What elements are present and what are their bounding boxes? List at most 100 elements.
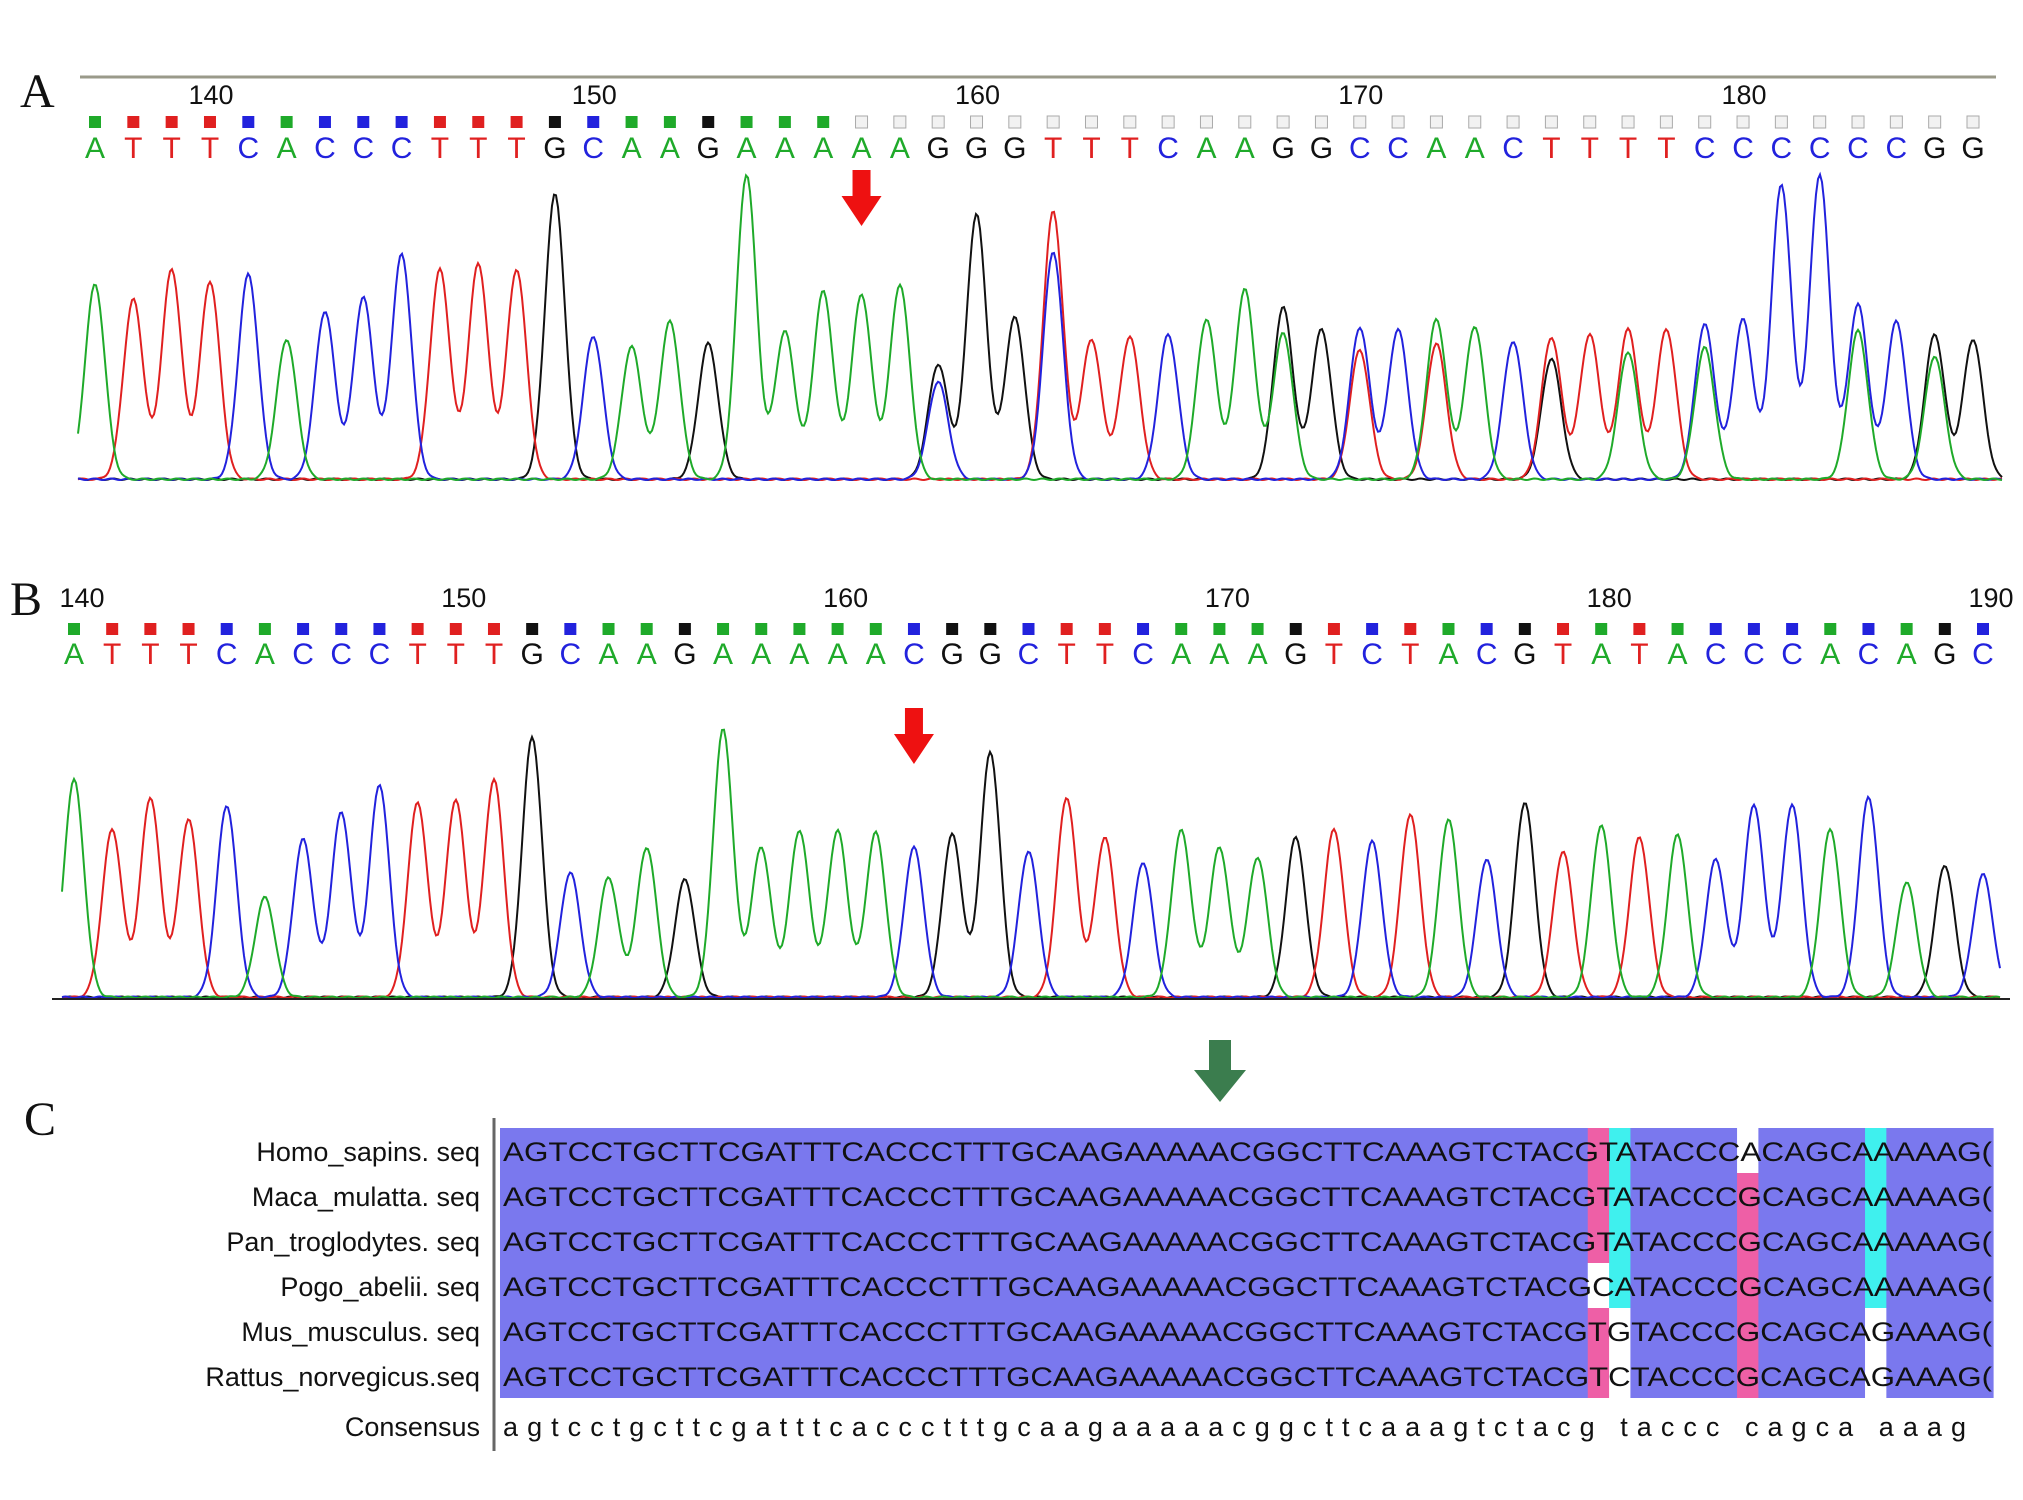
- quality-marker: [472, 116, 485, 128]
- trace-c: [61, 783, 2001, 1000]
- alignment-cell: [990, 1353, 1013, 1398]
- alignment-cell: [1566, 1308, 1589, 1353]
- alignment-cell: [521, 1218, 544, 1263]
- alignment-cell: [1395, 1308, 1418, 1353]
- alignment-cell: [1801, 1218, 1823, 1263]
- quality-marker: [817, 116, 830, 128]
- alignment-cell: [606, 1218, 629, 1263]
- alignment-cell: [1523, 1128, 1546, 1173]
- base-call: A: [277, 132, 297, 165]
- alignment-cell: [990, 1263, 1013, 1308]
- base-call: C: [369, 638, 391, 671]
- alignment-cell: [1630, 1218, 1653, 1263]
- alignment-cell: [1331, 1218, 1354, 1263]
- panel-label-a: A: [20, 65, 55, 118]
- alignment-cell: [1033, 1128, 1056, 1173]
- alignment-cell: [1033, 1263, 1056, 1308]
- aligned-sequence: AGTCCTGCTTCGATTTCACCCTTTGCAAGAAAAACGGCTT…: [503, 1182, 1992, 1212]
- quality-marker: [1633, 623, 1646, 635]
- alignment-cell: [883, 1128, 906, 1173]
- alignment-cell: [1225, 1353, 1248, 1398]
- alignment-cell: [1886, 1128, 1909, 1173]
- alignment-cell: [734, 1308, 757, 1353]
- alignment-cell: [1203, 1128, 1226, 1173]
- alignment-cell: [585, 1218, 608, 1263]
- alignment-cell: [1331, 1353, 1354, 1398]
- alignment-cell: [755, 1173, 778, 1218]
- alignment-cell: [1907, 1173, 1930, 1218]
- alignment-cell: [1971, 1218, 1994, 1263]
- alignment-cell: [926, 1218, 949, 1263]
- alignment-cell: [819, 1308, 842, 1353]
- panel-label-c: C: [24, 1093, 57, 1146]
- quality-marker: [1851, 115, 1865, 129]
- alignment-cell: [1929, 1218, 1951, 1263]
- species-name: Pan_troglodytes. seq: [226, 1227, 480, 1257]
- alignment-cell: [1331, 1263, 1354, 1308]
- alignment-cell: [1779, 1128, 1802, 1173]
- alignment-cell: [1822, 1308, 1845, 1353]
- alignment-cell: [905, 1218, 928, 1263]
- alignment-cell: [1545, 1173, 1568, 1218]
- quality-marker: [1098, 623, 1111, 635]
- base-call: A: [713, 638, 733, 671]
- quality-marker: [68, 623, 80, 635]
- alignment-cell: [777, 1263, 800, 1308]
- alignment-cell: [585, 1128, 608, 1173]
- consensus-arrow-shape: [1194, 1040, 1246, 1102]
- alignment-cell: [1246, 1263, 1269, 1308]
- quality-marker: [1046, 115, 1060, 129]
- alignment-cell: [841, 1353, 864, 1398]
- quality-marker: [242, 116, 255, 128]
- alignment-cell: [691, 1263, 714, 1308]
- alignment-cell: [1395, 1263, 1418, 1308]
- alignment-cell: [649, 1128, 672, 1173]
- alignment-cell: [1694, 1173, 1717, 1218]
- base-call: G: [1933, 638, 1956, 671]
- alignment-cell: [563, 1128, 586, 1173]
- base-call: C: [1132, 638, 1154, 671]
- alignment-cell: [1267, 1353, 1290, 1398]
- alignment-cell: [1587, 1263, 1610, 1308]
- alignment-cell: [713, 1128, 736, 1173]
- base-call: A: [85, 132, 105, 165]
- alignment-cell: [1673, 1128, 1695, 1173]
- alignment-cell: [1865, 1218, 1887, 1263]
- alignment-cell: [1523, 1218, 1546, 1263]
- alignment-cell: [1523, 1173, 1546, 1218]
- quality-marker: [526, 623, 539, 635]
- alignment-cell: [841, 1218, 864, 1263]
- alignment-cell: [670, 1353, 693, 1398]
- base-call: C: [1743, 638, 1765, 671]
- aligned-sequence: AGTCCTGCTTCGATTTCACCCTTTGCAAGAAAAACGGCTT…: [503, 1362, 1992, 1392]
- alignment-cell: [1075, 1353, 1098, 1398]
- base-call: C: [1732, 132, 1754, 165]
- base-call: T: [201, 132, 219, 165]
- alignment-cell: [1353, 1128, 1376, 1173]
- quality-marker: [869, 623, 882, 635]
- quality-marker: [1671, 623, 1684, 635]
- alignment-cell: [1075, 1308, 1098, 1353]
- base-call: C: [292, 638, 314, 671]
- base-call: C: [216, 638, 238, 671]
- alignment-cell: [1438, 1263, 1461, 1308]
- alignment-cell: [969, 1173, 992, 1218]
- quality-marker: [433, 116, 446, 128]
- alignment-cell: [1054, 1218, 1077, 1263]
- quality-marker: [1889, 115, 1903, 129]
- alignment-cell: [883, 1263, 906, 1308]
- quality-marker: [778, 116, 791, 128]
- alignment-cell: [1438, 1173, 1461, 1218]
- alignment-cell: [798, 1173, 821, 1218]
- alignment-cell: [1374, 1173, 1397, 1218]
- alignment-cell: [1438, 1353, 1461, 1398]
- alignment-cell: [1182, 1308, 1205, 1353]
- alignment-cell: [1310, 1218, 1333, 1263]
- quality-marker: [1175, 623, 1188, 635]
- alignment-cell: [1075, 1263, 1098, 1308]
- base-call: T: [408, 638, 426, 671]
- alignment-cell: [1139, 1128, 1162, 1173]
- base-call: G: [1310, 132, 1333, 165]
- base-call: C: [1705, 638, 1727, 671]
- quality-marker: [1238, 115, 1252, 129]
